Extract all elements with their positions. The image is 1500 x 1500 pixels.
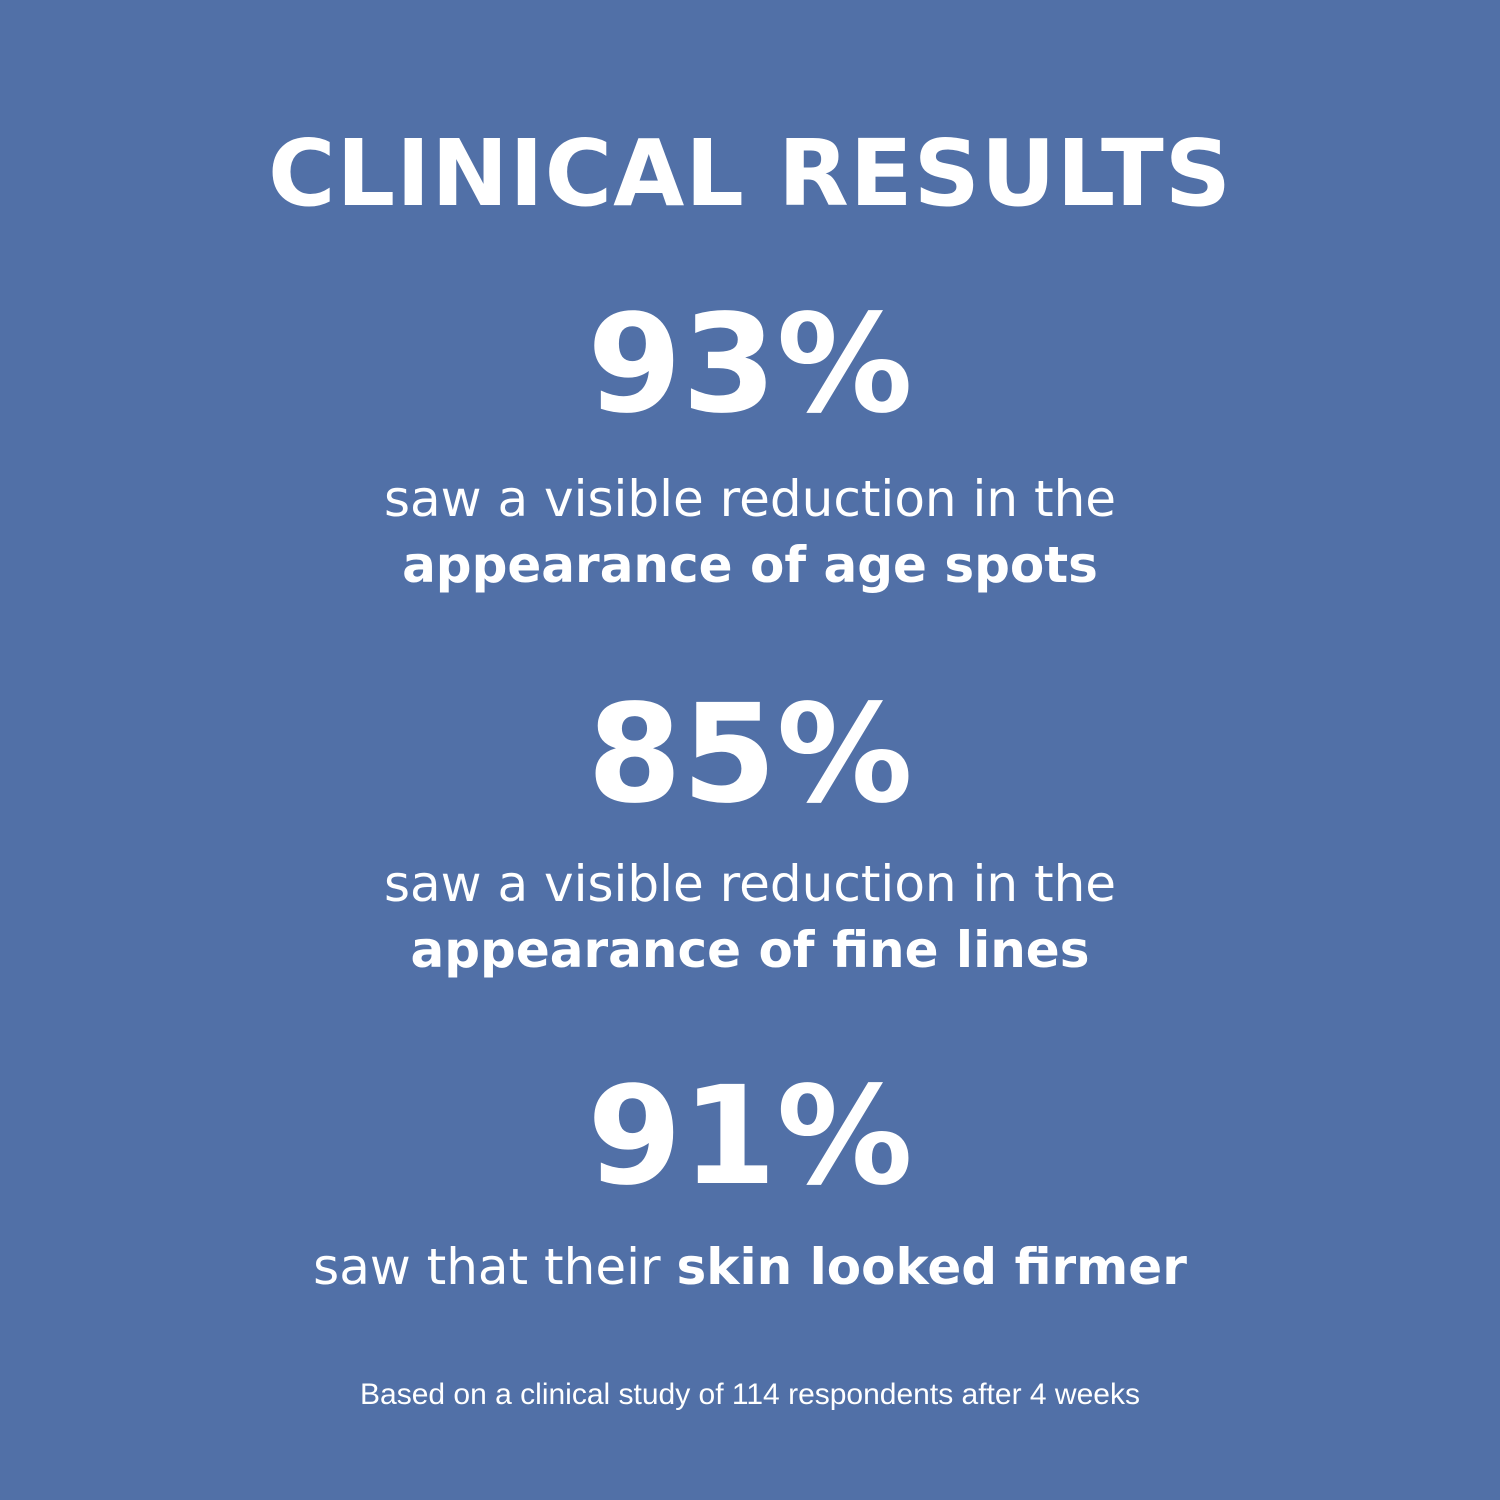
stat-value-firmer: 91%: [587, 1058, 913, 1216]
stat-description-bold: appearance of age spots: [402, 536, 1098, 594]
stat-value-age-spots: 93%: [587, 286, 913, 444]
stat-description-regular: saw that their: [313, 1238, 677, 1296]
stat-description-line: saw a visible reduction in the: [383, 855, 1117, 913]
stat-description-line: saw a visible reduction in the: [383, 470, 1117, 528]
stat-description-line: saw that their skin looked firmer: [0, 1242, 1500, 1292]
stat-value-fine-lines: 85%: [587, 676, 913, 834]
page-title: CLINICAL RESULTS: [267, 120, 1233, 227]
footnote: Based on a clinical study of 114 respond…: [360, 1378, 1140, 1411]
stat-description-bold: skin looked firmer: [676, 1238, 1187, 1296]
stat-description-bold: appearance of fine lines: [410, 921, 1090, 979]
